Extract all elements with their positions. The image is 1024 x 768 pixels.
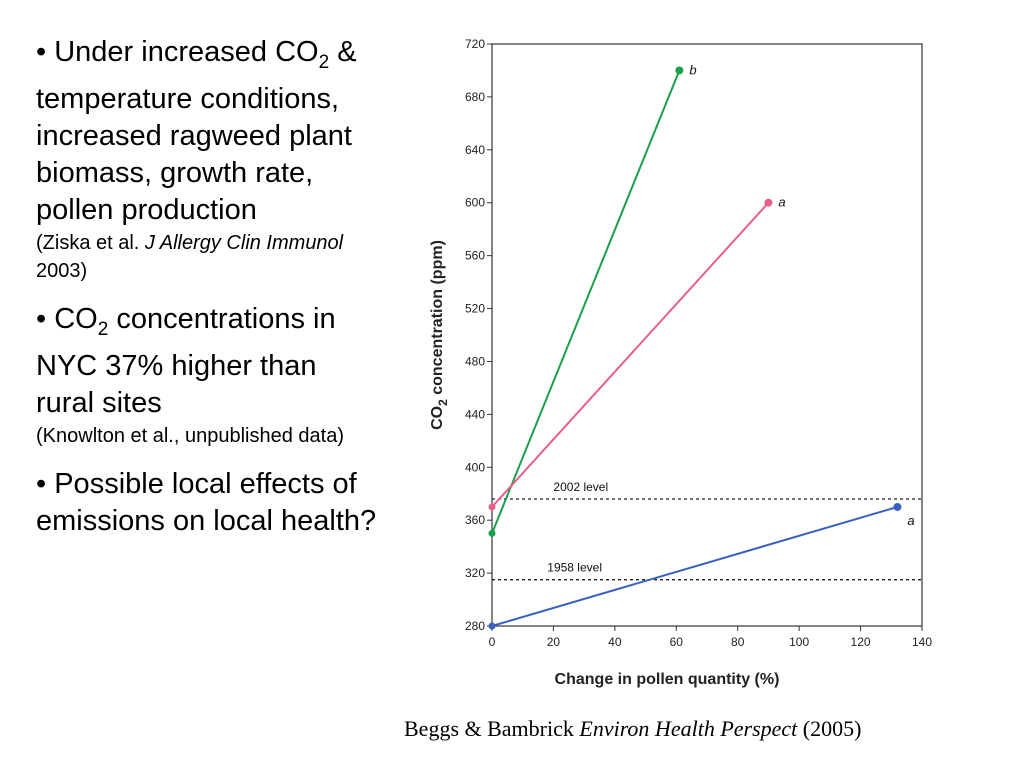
y-tick-label: 360 [465, 513, 485, 527]
series-end-label: b [689, 62, 696, 77]
bullet-item: • Under increased CO2 & temperature cond… [36, 34, 381, 285]
y-tick-label: 480 [465, 354, 485, 368]
series-line [491, 202, 770, 508]
bullet-dot-icon: • [36, 302, 47, 335]
bullet-item: • CO2 concentrations in NYC 37% higher t… [36, 301, 381, 450]
y-tick-label: 600 [465, 196, 485, 210]
co2-subscript: 2 [318, 51, 330, 73]
bullet-item: • Possible local effects of emissions on… [36, 466, 381, 540]
bullet-dot-icon: • [36, 467, 47, 500]
x-tick-label: 100 [789, 635, 809, 649]
y-tick-label: 320 [465, 566, 485, 580]
series-point [675, 66, 684, 75]
y-tick-label: 640 [465, 143, 485, 157]
bullet-tail: concentrations in NYC 37% higher than ru… [36, 302, 336, 419]
y-tick-label: 720 [465, 37, 485, 51]
source-caption: Beggs & Bambrick Environ Health Perspect… [404, 716, 861, 742]
series-end-label: a [907, 513, 914, 528]
series-end-label: a [778, 195, 785, 210]
co2-subscript: 2 [97, 318, 109, 340]
caption-journal: Environ Health Perspect [579, 716, 798, 741]
x-tick-label: 120 [851, 635, 871, 649]
x-tick-label: 80 [731, 635, 745, 649]
bullet-list: • Under increased CO2 & temperature cond… [36, 34, 381, 556]
caption-year: (2005) [797, 716, 862, 741]
citation: (Knowlton et al., unpublished data) [36, 422, 381, 450]
bullet-text: • Under increased CO2 & temperature cond… [36, 34, 381, 229]
x-tick-label: 0 [489, 635, 496, 649]
series-point [488, 503, 496, 511]
citation-start: (Knowlton et al., unpublished data) [36, 424, 344, 447]
series-line [491, 70, 681, 534]
x-tick-label: 40 [608, 635, 622, 649]
citation-end: 2003) [36, 259, 88, 282]
chart-container: 280 320 360 400 440 480 520 560 600 640 680 720 0 20 4… [412, 28, 942, 700]
co2-base: CO [54, 302, 98, 335]
y-tick-label: 520 [465, 302, 485, 316]
citation-start: (Ziska et al. [36, 231, 145, 254]
series-point [893, 502, 902, 511]
bullet-dot-icon: • [36, 36, 47, 68]
x-tick-label: 60 [670, 635, 684, 649]
caption-authors: Beggs & Bambrick [404, 716, 580, 741]
y-axis-title-subscript: 2 [436, 399, 450, 406]
bullet-lead: Possible local effects of emissions on l… [36, 467, 377, 537]
citation-journal: J Allergy Clin Immunol [144, 231, 344, 254]
series-point [764, 198, 773, 207]
y-tick-label: 280 [465, 619, 485, 633]
y-axis-title-rest: concentration (ppm) [429, 240, 446, 399]
y-axis-title: CO2 concentration (ppm) [429, 240, 450, 430]
bullet-lead: Under increased [54, 36, 276, 68]
bullet-tail: & temperature conditions, increased ragw… [36, 36, 357, 226]
y-tick-label: 440 [465, 407, 485, 421]
y-tick-label: 560 [465, 249, 485, 263]
series-point [488, 622, 496, 630]
bullet-text: • CO2 concentrations in NYC 37% higher t… [36, 301, 381, 422]
reference-line-label: 1958 level [547, 561, 602, 575]
reference-line-label: 2002 level [553, 480, 608, 494]
series-point [488, 529, 496, 537]
y-axis-title-co: CO [429, 406, 446, 430]
co2-base: CO [275, 36, 319, 68]
y-tick-label: 400 [465, 460, 485, 474]
y-tick-label: 680 [465, 90, 485, 104]
series-line [491, 505, 898, 627]
bullet-text: • Possible local effects of emissions on… [36, 466, 381, 540]
x-tick-label: 20 [547, 635, 561, 649]
x-axis-title: Change in pollen quantity (%) [555, 671, 780, 688]
x-tick-label: 140 [912, 635, 932, 649]
citation: (Ziska et al. J Allergy Clin Immunol 200… [36, 229, 381, 285]
plot-frame [491, 43, 923, 627]
